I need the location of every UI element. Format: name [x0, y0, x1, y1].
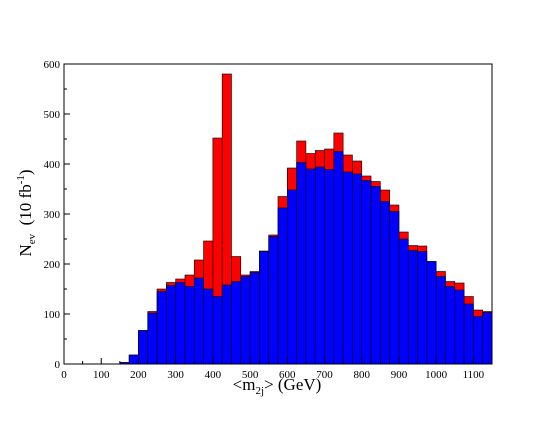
x-tick-label: 1000 [425, 369, 448, 381]
blue-bar-375 [203, 288, 214, 365]
blue-bar-825 [370, 186, 381, 365]
blue-bar-425 [221, 284, 232, 365]
blue-bar-550 [268, 236, 279, 365]
blue-bar-350 [193, 277, 204, 365]
blue-bar-600 [287, 189, 297, 365]
x-tick-label: 1100 [463, 369, 485, 381]
blue-bar-225 [147, 312, 158, 365]
x-axis-ticks: 0 100 200 300 400 500 600 700 800 900 1000 1100 [61, 358, 485, 381]
y-tick-label: 300 [44, 209, 61, 221]
x-tick-label: 0 [61, 369, 67, 381]
blue-bar-725 [333, 151, 344, 365]
blue-bar-300 [175, 282, 186, 365]
blue-bar-575 [277, 207, 288, 365]
y-tick-label: 600 [44, 59, 61, 71]
blue-bar-1000 [435, 276, 446, 365]
blue-bar-650 [305, 168, 316, 365]
x-tick-label: 400 [205, 369, 222, 381]
x-tick-label: 500 [242, 369, 259, 381]
blue-bar-750 [342, 171, 353, 365]
blue-bar-675 [314, 166, 325, 365]
x-axis-label: <m2j> (GeV) [233, 375, 322, 397]
blue-bar-625 [296, 162, 307, 365]
blue-bar-1075 [463, 303, 474, 365]
blue-bar-875 [389, 211, 400, 365]
blue-bar-925 [407, 250, 418, 365]
blue-bar-200 [138, 330, 149, 365]
blue-bar-1050 [454, 289, 465, 365]
y-axis-ticks: 0 100 200 300 400 500 600 [44, 59, 70, 371]
x-tick-label: 200 [130, 369, 147, 381]
blue-bar-500 [249, 272, 260, 365]
x-tick-label: 800 [353, 369, 370, 381]
blue-bar-250 [156, 291, 167, 365]
blue-bar-175 [128, 354, 139, 365]
blue-bar-975 [426, 261, 437, 365]
blue-bar-850 [380, 201, 390, 365]
blue-bar-1025 [445, 286, 456, 365]
blue-bar-325 [184, 286, 195, 365]
blue-bar-900 [398, 238, 409, 365]
y-axis-label: Nev (10 fb-1) [15, 169, 38, 256]
blue-bar-1125 [482, 312, 493, 365]
blue-bar-700 [324, 169, 335, 365]
x-tick-label: 900 [391, 369, 408, 381]
blue-bar-450 [231, 281, 242, 365]
blue-bar-950 [417, 251, 428, 365]
x-tick-label: 100 [93, 369, 110, 381]
blue-bar-475 [240, 276, 251, 365]
blue-bar-775 [352, 173, 363, 365]
x-tick-label: 300 [167, 369, 184, 381]
blue-bar-400 [212, 296, 223, 365]
x-tick-label: 700 [316, 369, 333, 381]
blue-bar-275 [166, 285, 176, 365]
y-tick-label: 100 [44, 309, 61, 321]
y-tick-label: 200 [44, 259, 61, 271]
y-tick-label: 0 [55, 359, 61, 371]
blue-series-bars [119, 151, 493, 365]
blue-bar-800 [361, 180, 372, 365]
x-tick-label: 600 [279, 369, 296, 381]
y-tick-label: 500 [44, 109, 61, 121]
blue-bar-1100 [473, 316, 483, 365]
y-tick-label: 400 [44, 159, 61, 171]
blue-bar-525 [259, 251, 269, 365]
